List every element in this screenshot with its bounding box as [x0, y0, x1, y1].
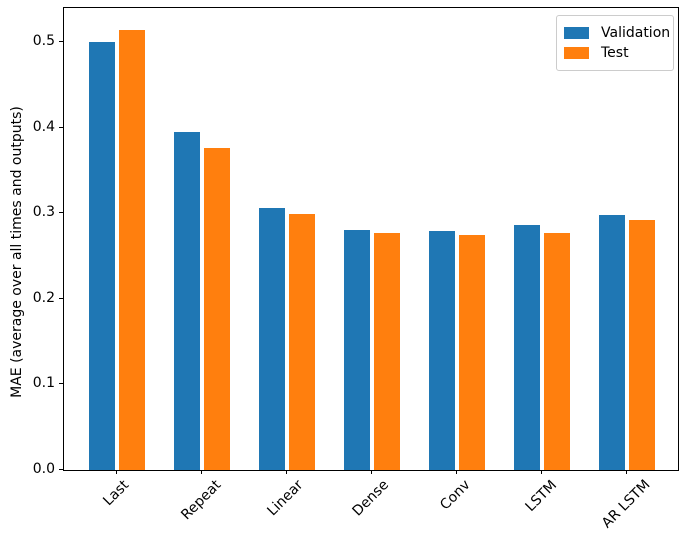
bar-validation-ar-lstm	[599, 215, 625, 470]
bar-validation-lstm	[514, 225, 540, 470]
bar-test-linear	[289, 214, 315, 470]
legend-item-test: Test	[564, 43, 665, 63]
y-tick-mark	[59, 383, 63, 384]
x-tick-mark	[626, 470, 627, 474]
y-tick-label: 0.3	[32, 204, 55, 220]
legend-label-validation: Validation	[601, 25, 671, 41]
x-tick-mark	[286, 470, 287, 474]
bar-test-ar-lstm	[629, 220, 655, 470]
bar-test-conv	[459, 235, 485, 470]
bar-test-dense	[374, 233, 400, 470]
x-tick-label-ar-lstm: AR LSTM	[598, 476, 653, 532]
y-tick-label: 0.2	[32, 290, 55, 306]
y-tick-mark	[59, 127, 63, 128]
legend-item-validation: Validation	[564, 23, 670, 43]
y-tick-mark	[59, 469, 63, 470]
y-tick-label: 0.1	[32, 375, 55, 391]
test-color-swatch	[564, 47, 589, 59]
x-tick-label-dense: Dense	[349, 476, 393, 520]
bar-validation-repeat	[174, 132, 200, 470]
y-tick-mark	[59, 41, 63, 42]
x-tick-label-repeat: Repeat	[177, 476, 224, 524]
x-tick-mark	[116, 470, 117, 474]
plot-area	[63, 7, 679, 471]
y-tick-mark	[59, 212, 63, 213]
bar-validation-conv	[429, 231, 455, 470]
bar-test-repeat	[204, 148, 230, 470]
x-tick-mark	[371, 470, 372, 474]
legend-label-test: Test	[601, 45, 629, 61]
bar-validation-last	[89, 42, 115, 470]
validation-color-swatch	[564, 27, 589, 39]
x-tick-mark	[201, 470, 202, 474]
y-axis-label: MAE (average over all times and outputs)	[9, 106, 25, 398]
bar-validation-dense	[344, 230, 370, 470]
x-tick-label-lstm: LSTM	[521, 476, 560, 515]
x-tick-label-last: Last	[99, 476, 132, 509]
y-tick-mark	[59, 298, 63, 299]
y-tick-label: 0.0	[32, 461, 55, 477]
y-tick-label: 0.4	[32, 119, 55, 135]
x-tick-label-conv: Conv	[437, 477, 474, 514]
bar-test-lstm	[544, 233, 570, 470]
x-tick-mark	[541, 470, 542, 474]
legend: Validation Test	[556, 15, 674, 71]
x-tick-mark	[456, 470, 457, 474]
bar-validation-linear	[259, 208, 285, 470]
x-tick-label-linear: Linear	[264, 477, 307, 520]
bar-test-last	[119, 30, 145, 470]
y-tick-label: 0.5	[32, 33, 55, 49]
